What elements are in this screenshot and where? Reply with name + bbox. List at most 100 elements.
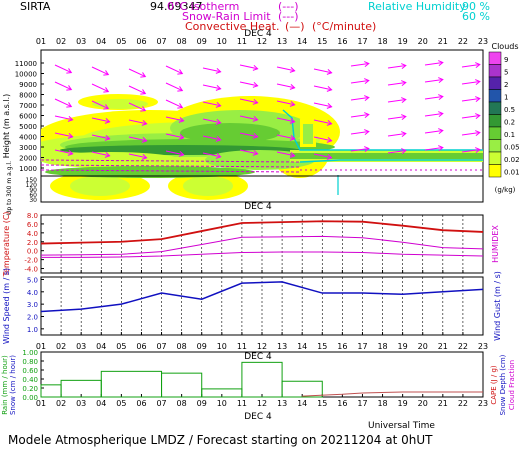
hour-label-mid: 16: [337, 342, 347, 351]
wind-arrow-head: [215, 135, 222, 142]
snowdepth-ylabel: Snow Depth (cm): [499, 354, 507, 415]
clouds-y-tick: 1000: [19, 165, 37, 173]
hour-label-mid: 10: [217, 342, 227, 351]
rain-y-tick: 0.20: [22, 385, 38, 393]
hour-label-top: 18: [377, 37, 387, 46]
hour-label-bottom: 09: [197, 399, 207, 408]
isotherm-line: [41, 169, 301, 173]
temperature-y-tick: 6.0: [27, 221, 38, 229]
wind-arrow: [424, 95, 443, 100]
wind-arrow-head: [177, 69, 184, 75]
hour-label-top: 05: [116, 37, 126, 46]
wind-arrow: [128, 102, 146, 112]
wind-arrow: [424, 112, 443, 117]
wind-arrow-head: [177, 103, 184, 109]
rh-60-line: [299, 159, 483, 163]
hour-label-mid: 03: [76, 342, 86, 351]
wind-arrow-head: [103, 70, 110, 76]
hour-label-bottom: 04: [96, 399, 106, 408]
wind-arrow: [202, 118, 221, 124]
clouds-scale-swatch: [488, 114, 502, 128]
hour-label-bottom: 03: [76, 399, 86, 408]
humidex-ylabel: HUMIDEX: [491, 225, 500, 263]
footer-universal-time: Universal Time: [368, 421, 435, 431]
wind-arrow-head: [141, 119, 148, 126]
clouds-y-tick: 4000: [19, 134, 37, 142]
clouds-scale-swatch: [488, 76, 502, 90]
wind-arrow-head: [103, 87, 110, 93]
temperature-y-tick: -4.0: [24, 266, 38, 274]
clouds-y-tick: 10000: [15, 71, 37, 79]
hour-label-top: 13: [277, 37, 287, 46]
wind-arrow: [313, 136, 332, 142]
wind-arrow: [276, 117, 295, 123]
cloud-blob: [205, 150, 315, 170]
hour-label-top: 11: [237, 37, 247, 46]
clouds-scale-swatch: [488, 126, 502, 140]
wind-arrow: [91, 83, 109, 93]
wind-arrow: [54, 81, 72, 91]
wind-arrow-head: [252, 64, 259, 71]
rain-y-tick: 0.40: [22, 376, 38, 384]
wind-arrow-head: [364, 61, 370, 68]
wind-arrow: [424, 78, 443, 83]
hour-label-top: 23: [478, 37, 488, 46]
wind-arrow-head: [326, 119, 333, 126]
legend-rh-90: 90 %: [462, 0, 490, 13]
hour-label-top: 16: [337, 37, 347, 46]
hour-label-top: 22: [458, 37, 468, 46]
wind-arrow: [165, 82, 183, 92]
cape-ylabel: CAPE (J / g): [490, 365, 498, 405]
wind-arrow: [387, 115, 406, 120]
hour-label-bottom: 01: [36, 399, 46, 408]
clouds-y-tick: 7000: [19, 102, 37, 110]
hour-label-mid: 08: [177, 342, 187, 351]
clouds-y-tick: 5000: [19, 123, 37, 131]
wind-arrow: [202, 135, 221, 141]
wind-arrow: [276, 66, 295, 72]
wind-arrow: [165, 65, 183, 75]
wind-arrow: [350, 113, 369, 118]
clouds-scale-swatch: [488, 89, 502, 103]
clouds-y-tick-low: 60: [29, 192, 37, 199]
clouds-scale-swatch: [488, 151, 502, 165]
hour-label-top: 06: [136, 37, 146, 46]
wind-arrow: [54, 98, 72, 108]
wind-arrow-head: [401, 131, 407, 138]
wind-arrow: [128, 68, 146, 78]
hour-label-top: 09: [197, 37, 207, 46]
wind-arrow-head: [401, 63, 407, 70]
hour-label-bottom: 16: [337, 399, 347, 408]
wind-arrow-head: [364, 95, 370, 102]
hour-label-bottom: 05: [116, 399, 126, 408]
wind-arrow: [202, 67, 221, 73]
wind-arrow: [239, 98, 258, 104]
wind-arrow: [239, 115, 258, 121]
clouds-y-tick: 11000: [15, 60, 37, 68]
wind-arrow: [239, 149, 258, 155]
rain-y-tick: 0.60: [22, 367, 38, 375]
cloud-blob: [92, 99, 148, 109]
hour-label-mid: 06: [136, 342, 146, 351]
rain-bar: [281, 380, 323, 398]
hour-label-mid: 23: [478, 342, 488, 351]
low-cloud-blob: [45, 166, 255, 178]
wind-arrow-head: [289, 100, 296, 107]
wind-arrow-head: [252, 132, 259, 139]
legend-rh-60: 60 %: [462, 10, 490, 23]
wind-arrow: [91, 134, 110, 140]
wind-arrow: [54, 115, 73, 121]
wind-arrow: [91, 117, 110, 123]
hour-label-bottom: 07: [156, 399, 166, 408]
wind-arrow-head: [401, 148, 407, 155]
hour-label-top: 04: [96, 37, 106, 46]
wind-series-0: [40, 281, 484, 313]
cloudfraction-ylabel: Cloud Fraction: [508, 360, 516, 410]
wind-y-tick: 1.0: [27, 326, 38, 334]
wind-arrow: [350, 62, 369, 67]
clouds-y-tick: 6000: [19, 113, 37, 121]
clouds-scale-level: 0.1: [504, 131, 515, 139]
wind-arrow-head: [104, 151, 111, 158]
hour-label-bottom: 23: [478, 399, 488, 408]
hour-label-mid: 13: [277, 342, 287, 351]
